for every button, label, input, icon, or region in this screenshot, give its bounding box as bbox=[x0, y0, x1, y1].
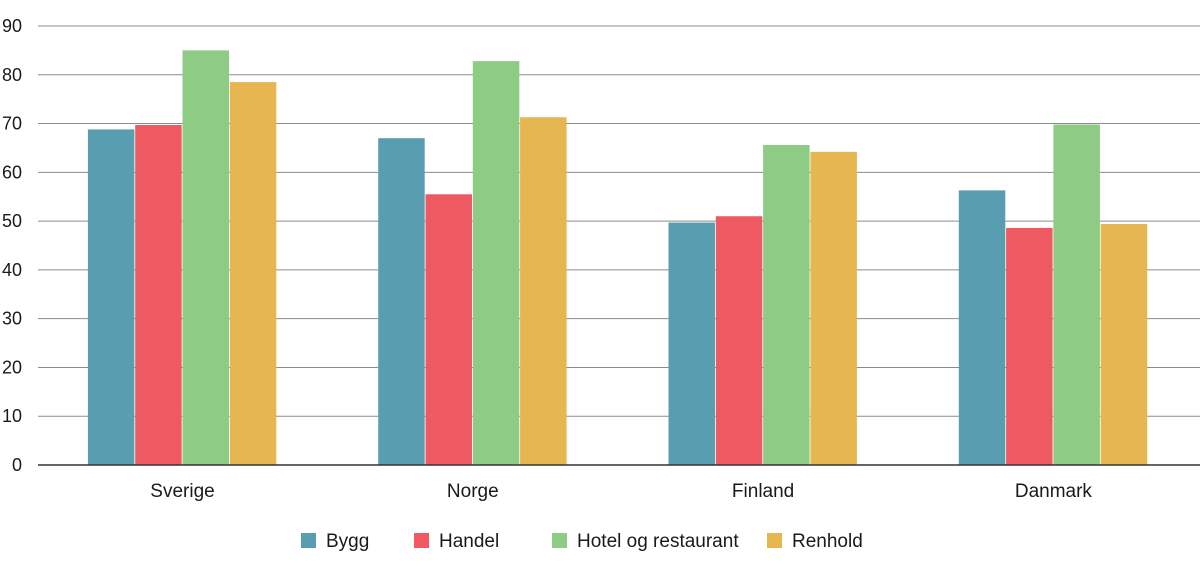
bar-handel-finland bbox=[715, 216, 763, 465]
y-tick-label: 10 bbox=[2, 406, 22, 426]
bar-hotel-og-restaurant-norge bbox=[472, 61, 520, 466]
legend: Bygg Handel Hotel og restaurant Renhold bbox=[301, 531, 863, 552]
bar-renhold-finland bbox=[810, 151, 857, 465]
x-category-label: Finland bbox=[732, 481, 794, 502]
bar-handel-norge bbox=[425, 194, 472, 466]
legend-swatch bbox=[552, 533, 567, 548]
x-category-label: Sverige bbox=[150, 481, 214, 502]
y-tick-label: 0 bbox=[12, 455, 22, 475]
legend-label: Handel bbox=[439, 531, 499, 552]
bar-bygg-danmark bbox=[958, 190, 1006, 465]
bar-handel-danmark bbox=[1006, 227, 1053, 465]
y-tick-label: 90 bbox=[2, 16, 22, 36]
y-tick-label: 80 bbox=[2, 65, 22, 85]
y-tick-label: 50 bbox=[2, 211, 22, 231]
legend-label: Hotel og restaurant bbox=[577, 531, 739, 552]
bar-hotel-og-restaurant-sverige bbox=[182, 50, 229, 466]
bar-hotel-og-restaurant-danmark bbox=[1053, 124, 1100, 465]
legend-label: Bygg bbox=[326, 531, 369, 552]
bar-renhold-danmark bbox=[1100, 224, 1148, 465]
x-axis-categories: Sverige Norge Finland Danmark bbox=[150, 481, 1092, 502]
legend-swatch bbox=[767, 533, 782, 548]
x-category-label: Norge bbox=[447, 481, 499, 502]
y-axis-ticks: 0 10 20 30 40 50 60 70 80 90 bbox=[2, 16, 22, 475]
y-tick-label: 20 bbox=[2, 357, 22, 377]
bar-renhold-sverige bbox=[229, 82, 277, 465]
bar-bygg-finland bbox=[668, 222, 715, 465]
bar-bygg-sverige bbox=[87, 129, 135, 466]
y-tick-label: 60 bbox=[2, 162, 22, 182]
y-tick-label: 30 bbox=[2, 309, 22, 329]
legend-label: Renhold bbox=[792, 531, 863, 552]
bars bbox=[87, 50, 1148, 466]
legend-swatch bbox=[414, 533, 429, 548]
legend-swatch bbox=[301, 533, 316, 548]
bar-renhold-norge bbox=[520, 117, 567, 465]
bar-hotel-og-restaurant-finland bbox=[763, 145, 810, 466]
bar-handel-sverige bbox=[135, 125, 182, 465]
y-tick-label: 70 bbox=[2, 114, 22, 134]
y-tick-label: 40 bbox=[2, 260, 22, 280]
x-category-label: Danmark bbox=[1015, 481, 1093, 502]
bar-bygg-norge bbox=[378, 138, 425, 465]
